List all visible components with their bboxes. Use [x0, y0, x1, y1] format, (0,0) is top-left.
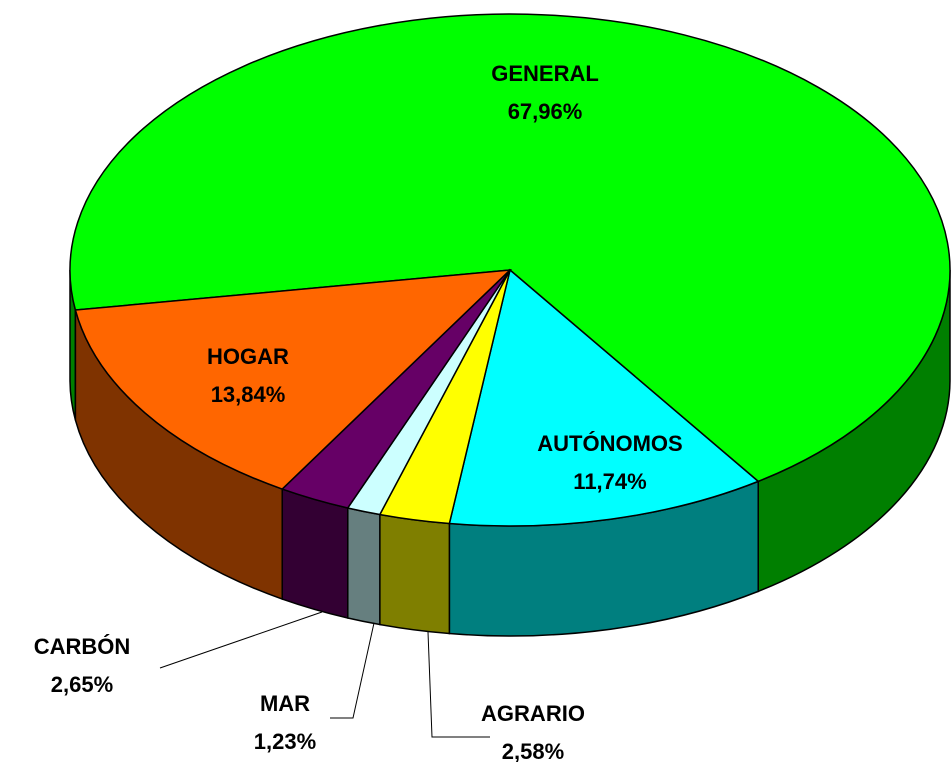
- slice-value-label: 1,23%: [254, 729, 316, 754]
- slice-value-label: 67,96%: [508, 99, 583, 124]
- slice-label: MAR: [260, 691, 310, 716]
- slice-label: HOGAR: [207, 344, 289, 369]
- slice-side: [347, 507, 381, 626]
- slice-label: AGRARIO: [481, 701, 585, 726]
- slice-side: [379, 513, 451, 635]
- slice-label: AUTÓNOMOS: [537, 431, 682, 456]
- slice-value-label: 2,65%: [51, 672, 113, 697]
- slice: [74, 269, 513, 490]
- leader-line: [330, 622, 375, 719]
- slice: [448, 268, 760, 527]
- slice-label: CARBÓN: [34, 634, 131, 659]
- leader-line: [159, 611, 323, 669]
- slice-value-label: 2,58%: [502, 739, 564, 762]
- slice-side: [281, 487, 349, 619]
- slice-value-label: 13,84%: [211, 382, 286, 407]
- slice: [69, 13, 951, 483]
- slice-value-label: 11,74%: [573, 469, 646, 494]
- leader-line: [427, 631, 490, 738]
- slice-label: GENERAL: [491, 61, 599, 86]
